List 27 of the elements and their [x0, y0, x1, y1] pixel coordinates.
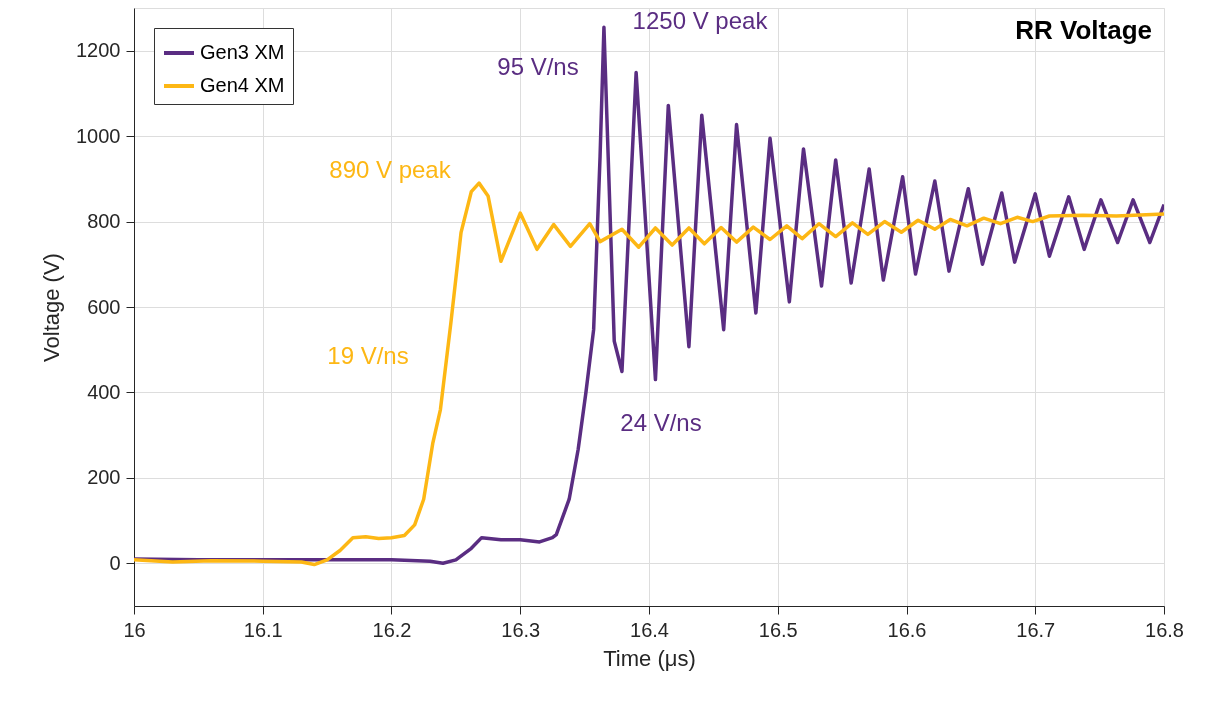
y-tick-label: 200: [87, 466, 121, 489]
annotation: 95 V/ns: [497, 53, 579, 80]
x-tick-label: 16.4: [630, 618, 669, 641]
annotation: 24 V/ns: [620, 409, 702, 436]
x-tick-label: 16: [123, 618, 146, 641]
chart-title: RR Voltage: [1015, 15, 1152, 45]
legend-label: Gen3 XM: [200, 41, 285, 63]
x-tick-label: 16.3: [501, 618, 541, 641]
y-tick-label: 1000: [76, 124, 121, 147]
x-tick-label: 16.1: [243, 618, 283, 641]
y-tick-label: 0: [109, 551, 121, 574]
annotation: 19 V/ns: [327, 342, 409, 369]
legend-label: Gen4 XM: [200, 74, 285, 96]
x-tick-label: 16.2: [372, 618, 412, 641]
y-tick-label: 800: [87, 210, 121, 233]
x-tick-label: 16.7: [1016, 618, 1056, 641]
y-tick-label: 1200: [76, 39, 121, 62]
annotation: 890 V peak: [329, 156, 452, 183]
x-tick-label: 16.5: [758, 618, 798, 641]
y-axis-title: Voltage (V): [39, 253, 65, 362]
x-axis-title: Time (μs): [603, 645, 696, 671]
y-tick-label: 600: [87, 295, 121, 318]
line-series: [134, 181, 1164, 567]
y-tick-label: 400: [87, 380, 121, 403]
annotation: 1250 V peak: [632, 7, 769, 34]
x-tick-label: 16.8: [1145, 618, 1184, 641]
x-tick-label: 16.6: [887, 618, 927, 641]
